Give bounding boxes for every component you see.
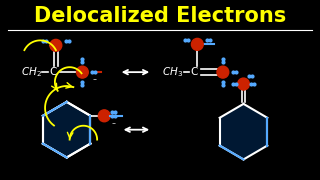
- Text: $CH_3$: $CH_3$: [162, 65, 183, 79]
- Text: $CH_2$: $CH_2$: [20, 65, 41, 79]
- Circle shape: [238, 78, 249, 90]
- Circle shape: [191, 38, 203, 50]
- Text: C: C: [190, 67, 198, 77]
- Text: C: C: [49, 67, 56, 77]
- Text: $^-$: $^-$: [110, 121, 117, 127]
- Text: Delocalized Electrons: Delocalized Electrons: [34, 6, 286, 26]
- Circle shape: [98, 110, 110, 122]
- Polygon shape: [220, 104, 267, 159]
- Text: $^-$: $^-$: [91, 77, 98, 83]
- Circle shape: [50, 39, 62, 51]
- Circle shape: [76, 66, 88, 78]
- Polygon shape: [43, 102, 91, 158]
- Circle shape: [217, 66, 229, 78]
